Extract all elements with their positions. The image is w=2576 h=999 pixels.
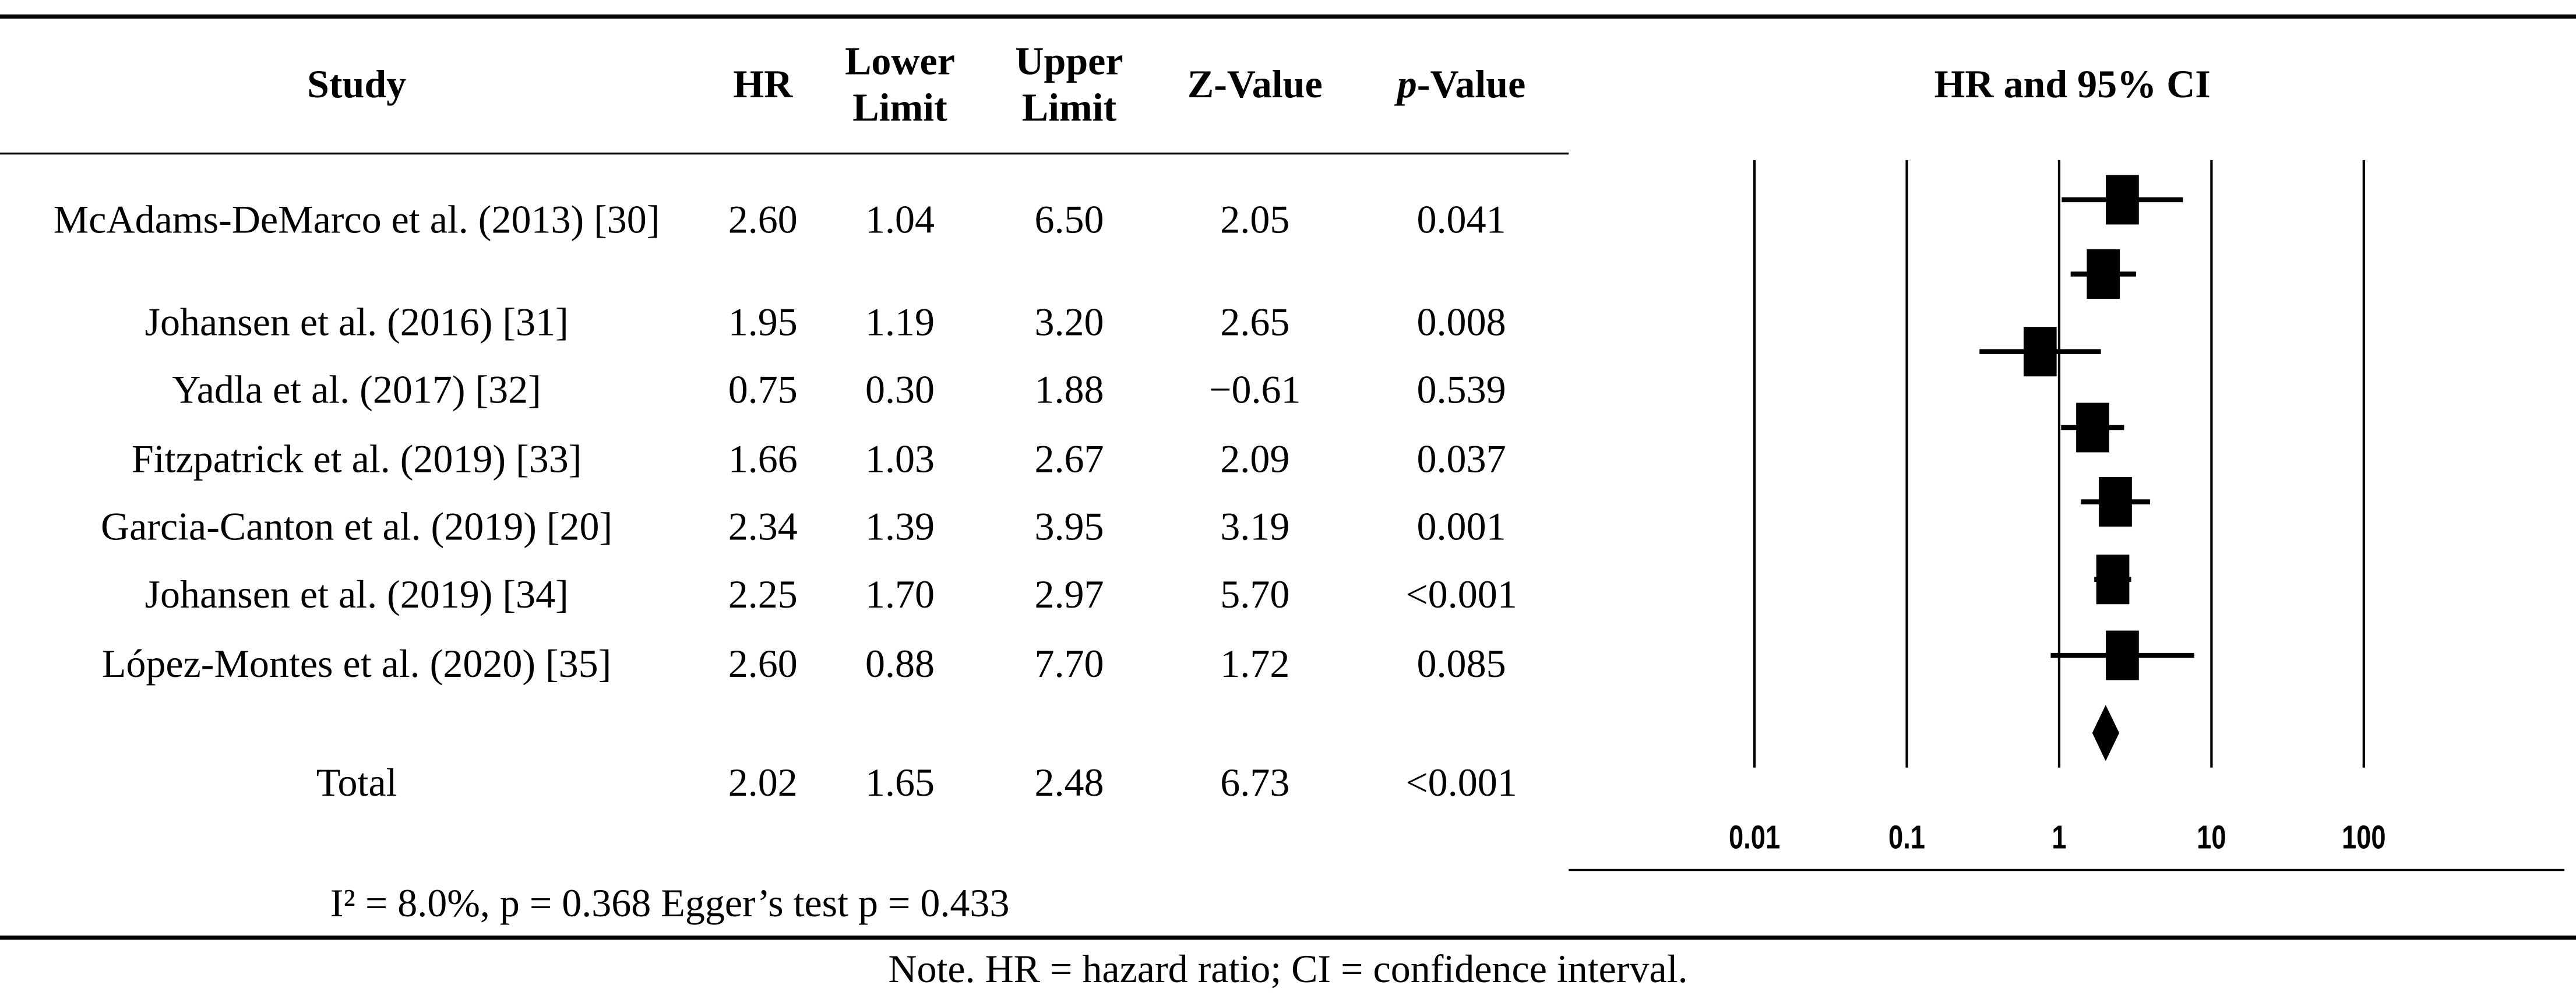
column-header: Z-Value <box>1187 64 1323 108</box>
hr-square <box>2087 249 2120 299</box>
table-value: 3.19 <box>1220 507 1290 550</box>
study-name: Garcia-Canton et al. (2019) [20] <box>101 507 613 550</box>
table-value: 3.20 <box>1034 302 1104 345</box>
note: Note. HR = hazard ratio; CI = confidence… <box>888 949 1688 993</box>
hr-square <box>2099 477 2132 527</box>
table-value: −0.61 <box>1209 369 1301 413</box>
x-tick-label: 0.01 <box>1729 819 1780 856</box>
table-value: <0.001 <box>1405 574 1517 617</box>
table-value: 2.34 <box>728 507 798 550</box>
table-value: 2.97 <box>1034 574 1104 617</box>
table-value: 1.72 <box>1220 644 1290 687</box>
table-value: 1.70 <box>865 574 935 617</box>
table-value: 1.65 <box>865 763 935 806</box>
study-name: Johansen et al. (2019) [34] <box>145 574 569 617</box>
table-value: 0.75 <box>728 369 798 413</box>
footnote: I² = 8.0%, p = 0.368 Egger’s test p = 0.… <box>330 883 1010 926</box>
column-header: Study <box>307 64 407 108</box>
table-value: 3.95 <box>1034 507 1104 550</box>
x-tick-label: 10 <box>2197 819 2226 856</box>
column-header: p -Value <box>1397 64 1526 108</box>
table-value: 2.65 <box>1220 302 1290 345</box>
table-value: 2.25 <box>728 574 798 617</box>
table-value: 2.48 <box>1034 763 1104 806</box>
hr-square <box>2106 175 2139 225</box>
table-value: 1.95 <box>728 302 798 345</box>
study-name: McAdams-DeMarco et al. (2013) [30] <box>53 199 660 243</box>
table-value: 0.30 <box>865 369 935 413</box>
study-name: López-Montes et al. (2020) [35] <box>101 644 612 687</box>
x-tick-label: 100 <box>2342 819 2386 856</box>
plot-title: HR and 95% CI <box>1934 64 2211 108</box>
table-value: 6.73 <box>1220 763 1290 806</box>
table-value: 5.70 <box>1220 574 1290 617</box>
column-header: Upper Limit <box>1015 41 1123 130</box>
study-name: Johansen et al. (2016) [31] <box>145 302 569 345</box>
table-value: <0.001 <box>1405 763 1517 806</box>
table-value: 1.39 <box>865 507 935 550</box>
table-value: 0.001 <box>1416 507 1506 550</box>
x-tick-label: 1 <box>2052 819 2066 856</box>
table-value: 1.88 <box>1034 369 1104 413</box>
hr-square <box>2096 555 2130 605</box>
table-value: 0.88 <box>865 644 935 687</box>
table-value: 1.04 <box>865 199 935 243</box>
table-value: 2.05 <box>1220 199 1290 243</box>
table-value: 0.539 <box>1416 369 1506 413</box>
table-value: 0.041 <box>1416 199 1506 243</box>
table-value: 2.09 <box>1220 439 1290 482</box>
table-value: 0.037 <box>1416 439 1506 482</box>
hr-square <box>2076 403 2109 453</box>
pooled-diamond <box>2092 705 2120 761</box>
column-header: Lower Limit <box>845 41 955 130</box>
table-value: 6.50 <box>1034 199 1104 243</box>
table-value: 2.02 <box>728 763 798 806</box>
table-value: 2.60 <box>728 199 798 243</box>
hr-square <box>2106 630 2139 680</box>
total-label: Total <box>316 763 397 806</box>
table-value: 1.03 <box>865 439 935 482</box>
table-value: 0.008 <box>1416 302 1506 345</box>
table-value: 1.66 <box>728 439 798 482</box>
study-name: Fitzpatrick et al. (2019) [33] <box>131 439 582 482</box>
table-value: 2.60 <box>728 644 798 687</box>
table-value: 0.085 <box>1416 644 1506 687</box>
table-value: 2.67 <box>1034 439 1104 482</box>
column-header: HR <box>733 64 793 108</box>
table-value: 7.70 <box>1034 644 1104 687</box>
hr-square <box>2023 327 2057 377</box>
table-value: 1.19 <box>865 302 935 345</box>
study-name: Yadla et al. (2017) [32] <box>172 369 541 413</box>
x-tick-label: 0.1 <box>1888 819 1925 856</box>
